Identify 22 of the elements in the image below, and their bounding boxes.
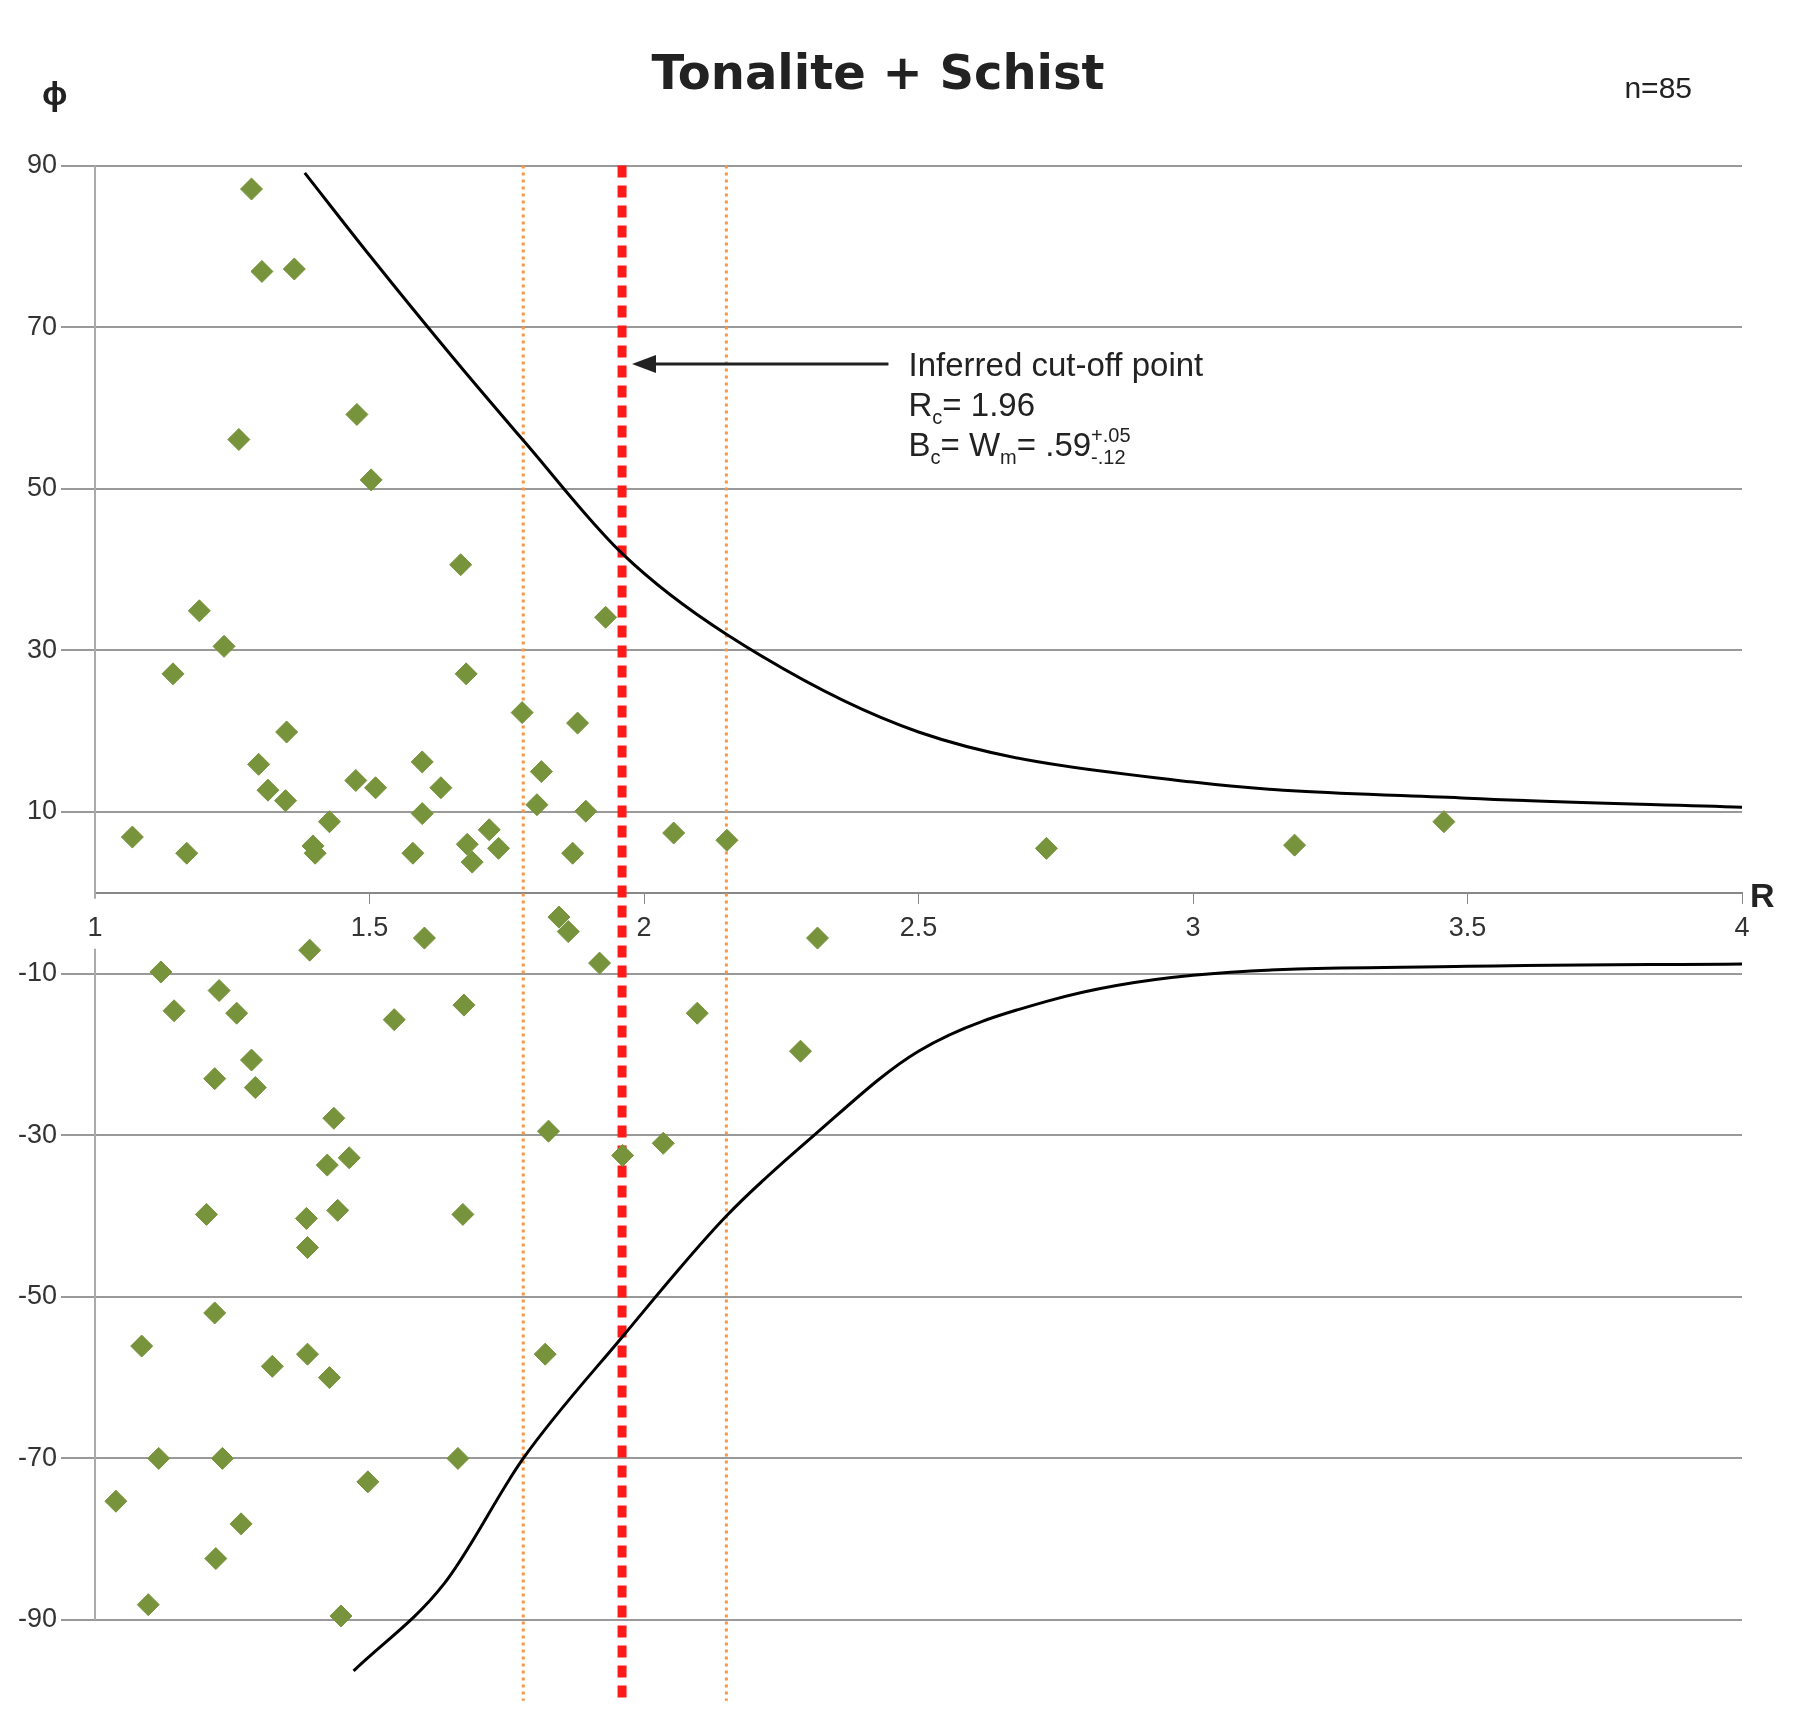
x-tick-label: 3.5: [1448, 912, 1487, 943]
x-tick-label: 2.5: [899, 912, 938, 943]
x-tick-label: 2: [636, 912, 652, 943]
text: n=85: [1624, 71, 1692, 104]
x-tick-label: 4: [1734, 912, 1750, 943]
x-tick-label: 1.5: [350, 912, 389, 943]
y-tick-label: -70: [17, 1441, 58, 1472]
y-tick-label: -90: [17, 1603, 58, 1634]
y-tick-label: -10: [17, 957, 58, 988]
x-axis-title: R: [1750, 876, 1775, 915]
chart-title: Tonalite + Schist: [651, 44, 1105, 101]
x-tick-label: 1: [87, 912, 103, 943]
y-axis-title: ϕ: [42, 74, 68, 113]
x-tick-label: 3: [1185, 912, 1201, 943]
y-tick-label: -30: [17, 1118, 58, 1149]
y-tick-label: 90: [26, 149, 58, 180]
y-tick-label: 30: [26, 633, 58, 664]
annotation: Inferred cut-off point: [908, 345, 1204, 383]
y-tick-label: -50: [17, 1280, 58, 1311]
y-tick-label: 10: [26, 795, 58, 826]
y-tick-label: 70: [26, 310, 58, 341]
y-tick-label: 50: [26, 472, 58, 503]
